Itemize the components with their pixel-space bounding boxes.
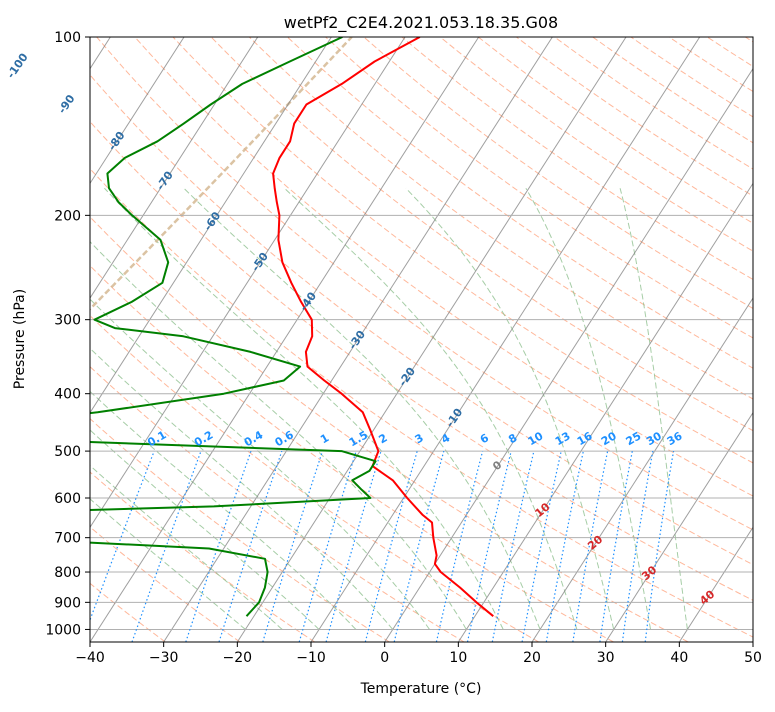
y-tick-label: 800 (54, 565, 81, 581)
x-tick-label: 0 (380, 650, 389, 666)
y-tick-label: 500 (54, 444, 81, 460)
y-tick-label: 300 (54, 313, 81, 329)
y-tick-label: 400 (54, 387, 81, 403)
y-tick-label: 900 (54, 595, 81, 611)
x-tick-label: 50 (744, 650, 762, 666)
x-tick-label: 20 (523, 650, 541, 666)
x-tick-label: −10 (296, 650, 326, 666)
x-tick-label: 30 (597, 650, 615, 666)
y-tick-label: 1000 (45, 622, 81, 638)
chart-title: wetPf2_C2E4.2021.053.18.35.G08 (284, 13, 558, 33)
y-tick-label: 700 (54, 531, 81, 547)
x-axis-label: Temperature (°C) (360, 681, 482, 697)
x-tick-label: −40 (75, 650, 105, 666)
x-tick-label: 10 (449, 650, 467, 666)
y-tick-label: 100 (54, 30, 81, 46)
y-tick-label: 600 (54, 491, 81, 507)
x-tick-label: 40 (670, 650, 688, 666)
x-tick-label: −30 (149, 650, 179, 666)
y-tick-label: 200 (54, 208, 81, 224)
x-tick-label: −20 (223, 650, 253, 666)
y-axis-label: Pressure (hPa) (12, 289, 28, 389)
